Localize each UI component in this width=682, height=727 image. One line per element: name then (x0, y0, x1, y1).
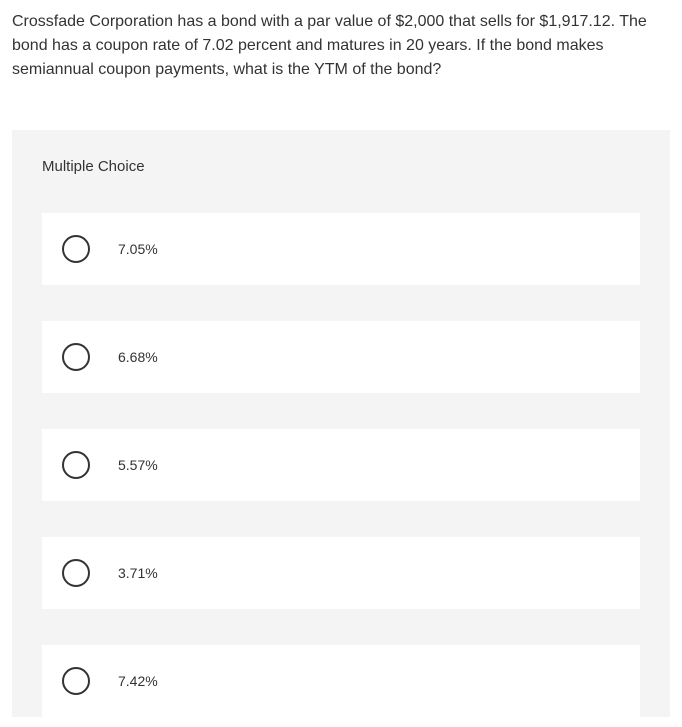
multiple-choice-panel: Multiple Choice 7.05% 6.68% 5.57% 3.71% … (12, 130, 670, 717)
radio-icon (62, 235, 90, 263)
radio-icon (62, 559, 90, 587)
mc-heading: Multiple Choice (42, 158, 640, 175)
option-label: 7.05% (118, 241, 158, 257)
question-text: Crossfade Corporation has a bond with a … (12, 10, 670, 82)
option-1[interactable]: 6.68% (42, 321, 640, 393)
radio-icon (62, 343, 90, 371)
option-label: 7.42% (118, 673, 158, 689)
option-label: 3.71% (118, 565, 158, 581)
option-2[interactable]: 5.57% (42, 429, 640, 501)
radio-icon (62, 667, 90, 695)
option-label: 5.57% (118, 457, 158, 473)
option-label: 6.68% (118, 349, 158, 365)
option-3[interactable]: 3.71% (42, 537, 640, 609)
option-4[interactable]: 7.42% (42, 645, 640, 717)
radio-icon (62, 451, 90, 479)
option-0[interactable]: 7.05% (42, 213, 640, 285)
